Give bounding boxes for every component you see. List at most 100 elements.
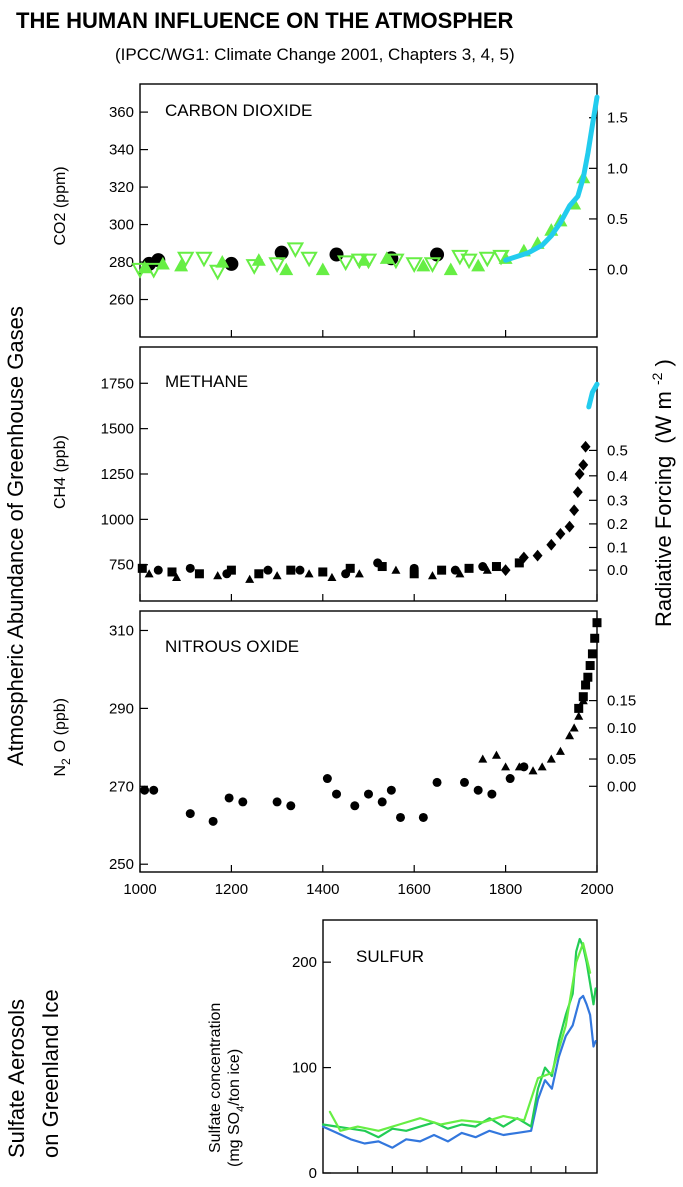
data-point [245,259,263,275]
data-point [487,789,497,799]
y-axis-label-unit-suffix: /ton ice) [226,1049,243,1106]
data-point [208,264,227,281]
data-point [574,468,585,480]
data-point [332,789,342,799]
y-tick-label: 310 [109,622,134,639]
data-point [585,661,595,671]
right-axis-unit-exponent: -2 [649,372,665,385]
data-point [391,565,401,574]
data-point [341,569,351,579]
data-point [194,569,204,579]
data-point [423,257,442,273]
right-tick-label: 0.0 [607,262,628,279]
y-tick-label: 360 [109,104,134,121]
data-point [286,242,305,258]
series-line [503,94,600,263]
data-point [578,459,589,471]
data-point [443,262,458,276]
y-axis-label: N2 O (ppb) [52,698,73,777]
data-point [583,672,593,682]
data-point [409,563,419,573]
data-point [460,253,478,270]
data-point [172,572,182,582]
data-point [437,565,447,575]
data-point [336,255,355,272]
data-point [592,618,602,628]
data-point [580,440,591,453]
data-point [144,569,154,578]
data-point [532,549,543,562]
y-tick-label: 340 [109,142,134,159]
data-point [565,731,575,740]
series-line [328,942,592,1132]
data-point [409,569,419,579]
data-point [492,249,510,266]
y-tick-label: 1250 [101,466,134,483]
left-group-label: Atmospheric Abundance of Greenhouse Gase… [3,306,28,766]
data-point [395,812,405,822]
x-tick-label: 1400 [306,881,339,898]
data-point [185,563,195,573]
data-point [471,258,486,272]
data-point [514,762,524,771]
data-point [224,793,234,803]
panel-label: METHANE [165,372,248,391]
data-point [377,797,387,807]
data-point [350,801,360,811]
data-point [137,563,147,573]
data-point [590,633,600,643]
data-point [505,774,515,784]
right-tick-label: 0.3 [607,492,628,509]
data-point [555,528,566,540]
data-point [455,569,465,578]
y-axis-label-formula: N [52,765,69,777]
y-tick-label: 100 [292,1060,317,1077]
data-point [272,571,282,580]
data-point [473,785,483,795]
y-tick-label: 300 [109,217,134,234]
data-point [140,785,150,795]
data-point [350,253,369,270]
data-point [149,785,159,795]
data-point [555,746,565,755]
chart-subtitle: (IPCC/WG1: Climate Change 2001, Chapters… [115,45,515,64]
data-point [578,692,588,702]
right-tick-label: 1.5 [607,110,628,127]
data-point [432,777,442,787]
y-tick-label: 320 [109,179,134,196]
right-tick-label: 0.2 [607,516,628,533]
data-point [491,750,501,759]
data-point [546,754,556,763]
data-point [226,565,236,575]
data-point [153,565,163,575]
plot-frame [139,610,598,873]
right-axis-label-main: Radiative Forcing [651,456,676,627]
data-point [315,262,330,276]
data-point [537,762,547,771]
data-point [416,258,431,272]
y-axis-label-line2: (mg SO4/ton ice) [226,1049,247,1167]
data-point [300,251,318,268]
right-tick-label: 0.0 [607,562,628,579]
right-tick-label: 0.5 [607,442,628,459]
right-tick-label: 0.4 [607,468,628,485]
data-point [185,809,195,819]
right-axis-label: Radiative Forcing (W m -2 ) [642,359,676,627]
data-point [263,565,273,575]
data-point [286,565,296,575]
data-point [450,565,460,575]
data-point [427,571,437,580]
co2-panel: CARBON DIOXIDE 260 280 300 320 340 360 0.0 0.5 1.… [52,83,628,338]
data-point [286,801,296,811]
data-point [482,565,492,574]
data-point [564,520,575,533]
data-point [254,569,264,579]
data-point [491,562,501,572]
y-tick-label: 250 [109,856,134,873]
y-axis-label-subscript: 4 [235,1106,247,1112]
y-tick-label: 0 [309,1165,317,1182]
data-point [518,551,529,564]
data-point [386,785,396,795]
data-point [459,777,469,787]
